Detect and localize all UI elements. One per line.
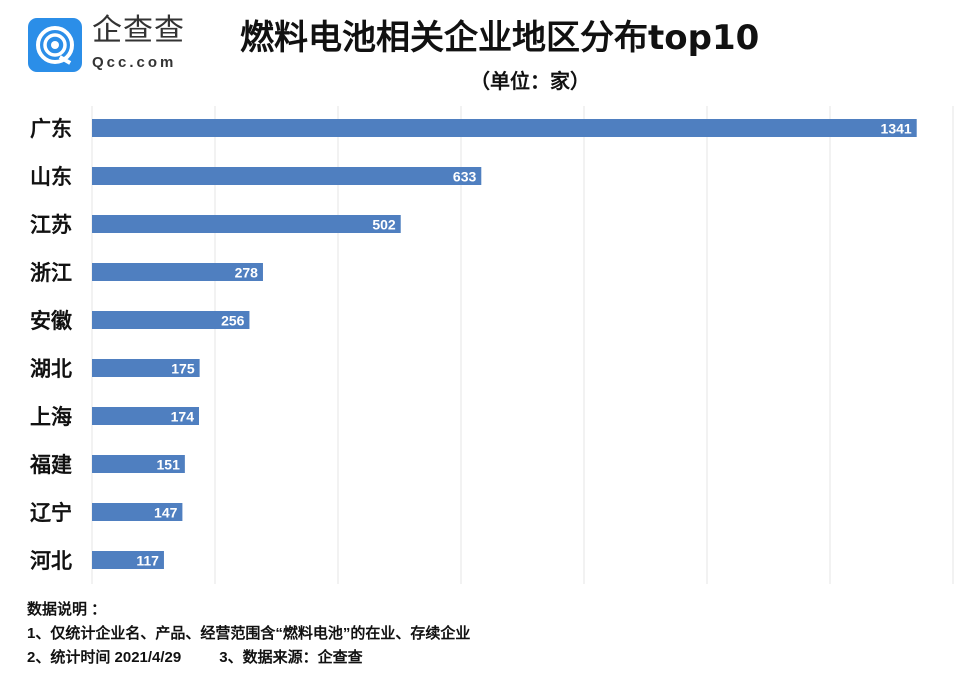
data-label: 633: [453, 169, 477, 185]
category-label: 山东: [30, 165, 72, 189]
category-label: 福建: [29, 453, 72, 477]
data-label: 174: [171, 409, 195, 425]
bar: [92, 455, 185, 473]
data-label: 117: [136, 553, 159, 569]
bar: [92, 359, 200, 377]
bar: [92, 167, 482, 185]
category-label: 广东: [30, 117, 72, 141]
notes-line-2b: 3、数据来源：企查查: [219, 649, 363, 666]
data-label: 151: [157, 457, 181, 473]
data-label: 147: [154, 505, 178, 521]
bar: [92, 407, 200, 425]
bar: [92, 551, 164, 569]
notes-line-2a: 2、统计时间 2021/4/29: [27, 649, 182, 666]
data-label: 175: [171, 361, 195, 377]
category-label: 江苏: [30, 213, 72, 237]
data-label: 278: [235, 265, 259, 281]
data-label: 1341: [881, 121, 912, 137]
category-label: 湖北: [30, 357, 72, 381]
bar: [92, 311, 250, 329]
notes-heading: 数据说明 ：: [27, 601, 107, 618]
notes-line-1: 1、仅统计企业名、产品、经营范围含“燃料电池”的在业、存续企业: [27, 625, 471, 642]
logo-domain: Qcc.com: [92, 54, 177, 71]
data-label: 502: [372, 217, 396, 233]
bar: [92, 215, 401, 233]
chart-title: 燃料电池相关企业地区分布top10: [240, 18, 760, 58]
bar-chart: 广东 1341 山东 633 江苏 502 浙江 278 安徽 256 湖北 175 上海 174 福建 15…: [29, 106, 954, 584]
category-label: 辽宁: [30, 501, 72, 525]
category-label: 浙江: [30, 261, 72, 285]
chart-subtitle: （单位：家）: [470, 69, 590, 93]
category-label: 上海: [30, 405, 72, 429]
bar: [92, 503, 183, 521]
data-label: 256: [221, 313, 245, 329]
notes: 数据说明 ： 1、仅统计企业名、产品、经营范围含“燃料电池”的在业、存续企业 2…: [27, 598, 470, 670]
bar: [92, 119, 917, 137]
qcc-logo-icon: [28, 18, 82, 72]
bar: [92, 263, 263, 281]
category-label: 安徽: [30, 309, 73, 333]
logo-text: 企查查: [92, 13, 185, 48]
category-label: 河北: [30, 549, 72, 573]
